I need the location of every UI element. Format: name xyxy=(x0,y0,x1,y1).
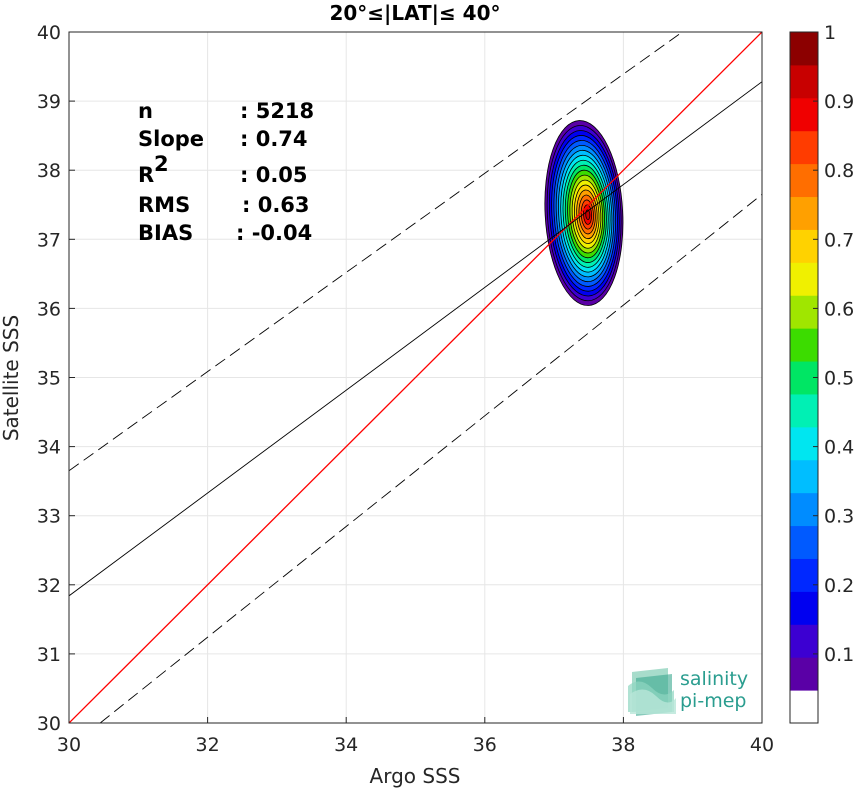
colorbar-segment xyxy=(790,393,818,428)
logo-line2: pi-mep xyxy=(680,690,746,712)
y-axis-ticks: 30 31 32 33 34 35 36 37 38 39 40 xyxy=(37,22,75,735)
regression-line xyxy=(69,81,762,597)
stat-label: BIAS xyxy=(138,221,193,245)
colorbar-segment xyxy=(790,196,818,230)
x-tick-label: 38 xyxy=(611,734,635,756)
stat-value: : 5218 xyxy=(240,99,314,123)
colorbar-segment xyxy=(790,624,818,658)
x-axis-ticks: 30 32 34 36 38 40 xyxy=(57,717,774,756)
colorbar-segment xyxy=(790,130,818,165)
x-tick-label: 34 xyxy=(334,734,358,756)
y-tick-label: 39 xyxy=(37,91,61,113)
colorbar-segment xyxy=(790,690,818,724)
stat-value: : -0.04 xyxy=(236,221,312,245)
stat-value: : 0.05 xyxy=(240,163,308,187)
colorbar-segment xyxy=(790,426,818,461)
stat-label: RMS xyxy=(138,193,190,217)
colorbar-tick-label: 0.5 xyxy=(824,368,854,390)
reference-lines xyxy=(69,32,762,723)
colorbar-segment xyxy=(790,328,818,362)
colorbar-segment xyxy=(790,32,818,66)
colorbar-tick-label: 0.1 xyxy=(824,644,854,666)
colorbar-tick-label: 0.8 xyxy=(824,160,854,182)
colorbar-segment xyxy=(790,163,818,198)
y-tick-label: 31 xyxy=(37,644,61,666)
chart-title: 20°≤|LAT|≤ 40° xyxy=(329,1,500,25)
colorbar: 0.1 0.2 0.3 0.4 0.5 0.6 0.7 0.8 0.9 1 xyxy=(789,22,854,724)
y-tick-label: 32 xyxy=(37,575,61,597)
stat-superscript: 2 xyxy=(154,152,169,176)
colorbar-segment xyxy=(790,558,818,592)
salinity-pi-mep-logo: salinity pi-mep xyxy=(628,668,748,716)
x-axis-label: Argo SSS xyxy=(370,764,461,788)
stat-value: : 0.63 xyxy=(242,193,310,217)
colorbar-segment xyxy=(790,64,818,99)
colorbar-segment xyxy=(790,262,818,296)
stat-label: R xyxy=(138,163,154,187)
logo-line1: salinity xyxy=(680,668,748,690)
colorbar-tick-label: 0.9 xyxy=(824,91,854,113)
colorbar-segment xyxy=(790,229,818,263)
stat-label: n xyxy=(138,99,153,123)
stat-value: : 0.74 xyxy=(240,127,308,151)
colorbar-tick-label: 0.7 xyxy=(824,229,854,251)
colorbar-tick-label: 0.6 xyxy=(824,298,854,320)
identity-line xyxy=(69,32,762,723)
y-tick-label: 35 xyxy=(37,368,61,390)
logo-mark-icon xyxy=(628,668,676,716)
x-tick-label: 40 xyxy=(750,734,774,756)
x-tick-label: 36 xyxy=(473,734,497,756)
colorbar-tick-label: 0.2 xyxy=(824,575,854,597)
y-tick-label: 33 xyxy=(37,506,61,528)
colorbar-segment xyxy=(790,492,818,527)
colorbar-tick-label: 1 xyxy=(824,22,836,44)
colorbar-tick-label: 0.4 xyxy=(824,437,854,459)
colorbar-segment xyxy=(790,459,818,494)
colorbar-segment xyxy=(790,525,818,559)
colorbar-segment xyxy=(790,295,818,329)
y-tick-label: 37 xyxy=(37,229,61,251)
stat-label: Slope xyxy=(138,127,204,151)
grid xyxy=(68,31,763,724)
x-tick-label: 30 xyxy=(57,734,81,756)
lower-bound-line xyxy=(99,194,762,723)
y-tick-label: 36 xyxy=(37,298,61,320)
y-tick-label: 30 xyxy=(37,713,61,735)
y-axis-label: Satellite SSS xyxy=(0,315,23,441)
x-tick-label: 32 xyxy=(196,734,220,756)
y-tick-label: 40 xyxy=(37,22,61,44)
colorbar-segment xyxy=(790,657,818,691)
colorbar-tick-label: 0.3 xyxy=(824,506,854,528)
y-tick-label: 34 xyxy=(37,437,61,459)
y-tick-label: 38 xyxy=(37,160,61,182)
stats-box: n : 5218 Slope : 0.74 R 2 : 0.05 RMS : 0.63 BIAS:… xyxy=(138,99,314,245)
colorbar-segment xyxy=(790,591,818,625)
colorbar-segment xyxy=(790,97,818,132)
